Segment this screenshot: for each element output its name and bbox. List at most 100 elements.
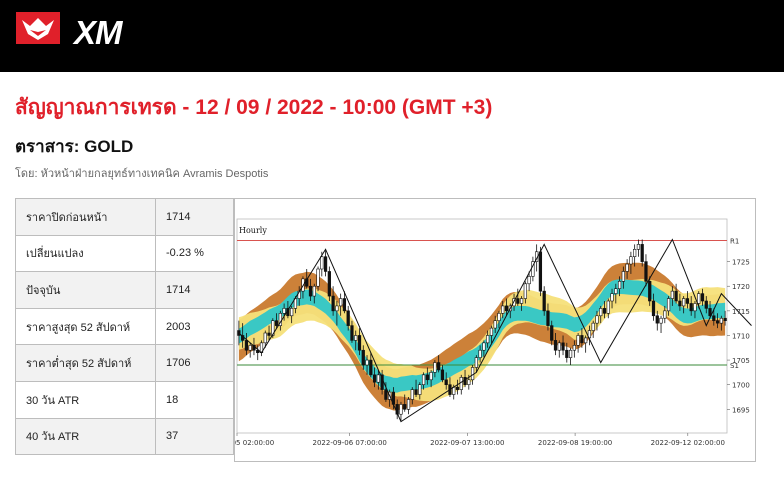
candle-body <box>674 290 678 302</box>
price-chart: R1 S1 1725 1720 1715 1710 1705 1700 1695 2022-09-… <box>234 198 756 462</box>
candle-body <box>659 317 663 324</box>
stat-value: 1714 <box>155 271 234 309</box>
candle-body <box>372 374 377 383</box>
candle-body <box>685 298 690 304</box>
candle-body <box>429 372 433 381</box>
candle-body <box>712 315 716 321</box>
candle-body <box>256 349 260 353</box>
candle-body <box>331 295 335 312</box>
candle-body <box>644 261 648 282</box>
brand-wordmark: XM <box>74 14 122 51</box>
candle-body <box>617 281 622 289</box>
y-tick-label: 1710 <box>732 332 750 340</box>
candle-body <box>437 362 441 371</box>
chart-title: Hourly <box>239 226 267 235</box>
candle-body <box>561 342 565 351</box>
candle-body <box>610 293 614 302</box>
stat-label: 40 วัน ATR <box>15 417 156 456</box>
stat-value: 18 <box>155 380 234 419</box>
candle-body <box>670 290 674 299</box>
candle-body <box>237 330 241 336</box>
stat-label: เปลี่ยนแปลง <box>15 234 156 273</box>
candle-body <box>651 300 656 317</box>
candle-body <box>678 300 682 307</box>
candle-body <box>516 298 520 304</box>
table-row: ราคาสูงสุด 52 สัปดาห์ 2003 <box>15 307 234 346</box>
candle-body <box>666 298 671 312</box>
candle-body <box>316 268 320 287</box>
stats-table: ราคาปิดก่อนหน้า 1714 เปลี่ยนแปลง -0.23 % ป… <box>15 198 234 456</box>
candle-body <box>274 320 279 326</box>
plot-frame <box>236 218 728 434</box>
candle-body <box>546 310 550 326</box>
candle-body <box>290 308 294 317</box>
author-byline: โดย: หัวหน้าฝ่ายกลยุทธ์ทางเทคนิค Avramis… <box>15 168 269 180</box>
candle-body <box>478 349 482 358</box>
candle-body <box>440 369 445 381</box>
candle-body <box>410 389 414 400</box>
candle-body <box>282 308 286 314</box>
candle-body <box>342 298 347 312</box>
page-title: สัญญาณการเทรด - 12 / 09 / 2022 - 10:00 (… <box>15 96 493 119</box>
stat-label: ปัจจุบัน <box>15 271 156 309</box>
candle-body <box>414 389 418 395</box>
candle-body <box>584 337 588 344</box>
candle-body <box>682 298 686 307</box>
candle-body <box>459 377 463 390</box>
candle-body <box>455 386 460 390</box>
candle-body <box>568 349 573 358</box>
x-tick-label: 2022-09-05 02:00:00 <box>235 439 274 447</box>
candle-body <box>519 298 524 304</box>
candle-body <box>550 325 554 341</box>
candle-body <box>704 300 708 309</box>
candle-body <box>323 256 328 272</box>
y-tick-label: 1720 <box>732 283 750 291</box>
candle-body <box>599 308 603 317</box>
candle-body <box>636 244 641 250</box>
candle-body <box>576 335 580 346</box>
xm-logo[interactable]: XM <box>12 10 132 51</box>
candle-body <box>602 308 607 314</box>
candle-body <box>595 315 599 324</box>
candle-body <box>523 283 527 299</box>
candle-body <box>700 293 705 302</box>
candle-body <box>708 308 712 317</box>
x-tick-label: 2022-09-08 19:00:00 <box>538 439 612 447</box>
y-tick-label: 1705 <box>732 357 750 365</box>
y-tick-label: 1715 <box>732 308 750 316</box>
candle-body <box>591 322 595 331</box>
x-tick-label: 2022-09-07 13:00:00 <box>430 439 504 447</box>
candle-body <box>244 340 249 351</box>
candle-body <box>346 310 350 326</box>
level-label-r1: R1 <box>730 237 739 245</box>
candle-body <box>339 298 343 307</box>
candle-body <box>376 374 380 383</box>
candle-body <box>320 256 324 270</box>
table-row: เปลี่ยนแปลง -0.23 % <box>15 234 234 273</box>
table-row: ราคาปิดก่อนหน้า 1714 <box>15 198 234 236</box>
table-row: ปัจจุบัน 1714 <box>15 271 234 309</box>
candle-body <box>350 325 354 341</box>
candle-body <box>693 303 697 312</box>
xm-bull-logo-icon <box>16 12 60 44</box>
candle-body <box>625 263 629 272</box>
candle-body <box>565 349 569 358</box>
candle-body <box>406 399 411 410</box>
candle-body <box>361 349 365 366</box>
candle-body <box>486 335 490 344</box>
candle-body <box>572 345 576 351</box>
candle-body <box>621 271 625 282</box>
candle-body <box>267 332 271 336</box>
candle-body <box>444 379 448 385</box>
candle-body <box>433 362 437 373</box>
stat-label: ราคาสูงสุด 52 สัปดาห์ <box>15 307 156 346</box>
candle-body <box>542 290 546 312</box>
candle-body <box>369 359 373 376</box>
candle-body <box>463 377 467 385</box>
candle-body <box>580 335 584 344</box>
candle-body <box>384 389 388 400</box>
candle-body <box>501 305 505 314</box>
candle-body <box>689 303 693 312</box>
candle-body <box>335 305 339 312</box>
candle-body <box>504 305 509 312</box>
